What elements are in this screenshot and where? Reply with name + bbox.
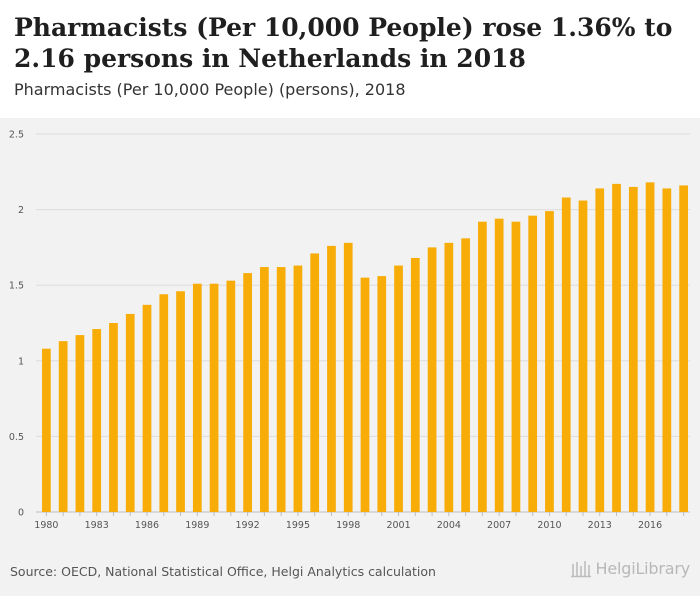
bar-2010[interactable] — [545, 211, 554, 513]
bar-1988[interactable] — [176, 291, 185, 512]
bar-1997[interactable] — [327, 245, 336, 512]
x-tick-label: 2010 — [537, 520, 561, 531]
bar-2008[interactable] — [511, 221, 521, 512]
bar-2001[interactable] — [394, 265, 403, 512]
bar-1990[interactable] — [209, 283, 219, 512]
source-note: Source: OECD, National Statistical Offic… — [10, 564, 436, 579]
bar-2007[interactable] — [494, 218, 504, 513]
bar-1982[interactable] — [75, 335, 85, 512]
bar-2017[interactable] — [662, 188, 672, 512]
y-tick-label: 0.5 — [9, 432, 24, 443]
axes: 0 0.5 1 1.5 2 2.5 1980 1983 1986 1989 1992 1995 1998… — [9, 130, 685, 531]
bar-2003[interactable] — [427, 247, 437, 512]
logo-text: HelgiLibrary — [595, 558, 691, 578]
bar-1981[interactable] — [58, 341, 68, 512]
y-tick-label: 1 — [18, 356, 24, 367]
chart-area: 0 0.5 1 1.5 2 2.5 1980 1983 1986 1989 1992 1995 1998… — [0, 118, 700, 548]
x-tick-label: 2001 — [386, 520, 410, 531]
chart-header: Pharmacists (Per 10,000 People) rose 1.3… — [0, 0, 700, 118]
y-tick-label: 2 — [18, 205, 24, 216]
y-tick-label: 0 — [18, 508, 24, 519]
bar-2000[interactable] — [377, 276, 387, 512]
x-tick-label: 2007 — [487, 520, 511, 531]
chart-subtitle: Pharmacists (Per 10,000 People) (persons… — [14, 80, 406, 99]
bar-1980[interactable] — [42, 348, 51, 512]
x-tick-label: 1995 — [286, 520, 310, 531]
bar-2013[interactable] — [595, 188, 605, 512]
bar-1984[interactable] — [109, 323, 118, 512]
x-tick-label: 1980 — [34, 520, 58, 531]
x-tick-label: 2016 — [638, 520, 662, 531]
y-tick-label: 1.5 — [9, 281, 24, 292]
bar-1991[interactable] — [226, 280, 236, 512]
y-tick-label: 2.5 — [9, 130, 24, 141]
bar-2012[interactable] — [578, 200, 588, 512]
chart-title: Pharmacists (Per 10,000 People) rose 1.3… — [14, 13, 673, 73]
bar-1986[interactable] — [142, 304, 152, 512]
bar-2016[interactable] — [645, 182, 655, 512]
bar-1994[interactable] — [276, 267, 286, 512]
bar-2014[interactable] — [612, 183, 621, 512]
x-tick-label: 1983 — [85, 520, 109, 531]
library-building-icon — [570, 561, 591, 578]
bar-2011[interactable] — [561, 197, 571, 513]
bar-1995[interactable] — [293, 265, 303, 512]
bar-1996[interactable] — [310, 253, 320, 512]
x-tick-label: 1986 — [135, 520, 159, 531]
x-tick-label: 1998 — [336, 520, 360, 531]
bar-2018[interactable] — [679, 185, 688, 512]
x-tick-label: 2004 — [437, 520, 461, 531]
footer: Source: OECD, National Statistical Offic… — [0, 548, 700, 596]
bar-2015[interactable] — [628, 186, 638, 513]
x-tick-label: 1989 — [185, 520, 209, 531]
bar-1989[interactable] — [192, 283, 202, 512]
bar-1998[interactable] — [343, 242, 353, 513]
bar-1999[interactable] — [360, 277, 370, 512]
x-tick-label: 1992 — [236, 520, 260, 531]
bar-2004[interactable] — [444, 242, 454, 513]
x-tick-label: 2013 — [588, 520, 612, 531]
bar-1992[interactable] — [243, 273, 252, 512]
bar-2006[interactable] — [478, 221, 487, 512]
helgi-library-logo: HelgiLibrary — [570, 558, 690, 578]
bar-chart: 0 0.5 1 1.5 2 2.5 1980 1983 1986 1989 1992 1995 1998… — [9, 130, 690, 531]
bar-2009[interactable] — [528, 215, 538, 512]
bar-2005[interactable] — [461, 238, 470, 512]
bar-2002[interactable] — [410, 257, 420, 512]
bar-1983[interactable] — [92, 329, 102, 512]
bar-1987[interactable] — [159, 294, 169, 512]
bar-1993[interactable] — [260, 267, 269, 512]
bar-1985[interactable] — [125, 313, 135, 512]
bar-series — [42, 182, 688, 513]
